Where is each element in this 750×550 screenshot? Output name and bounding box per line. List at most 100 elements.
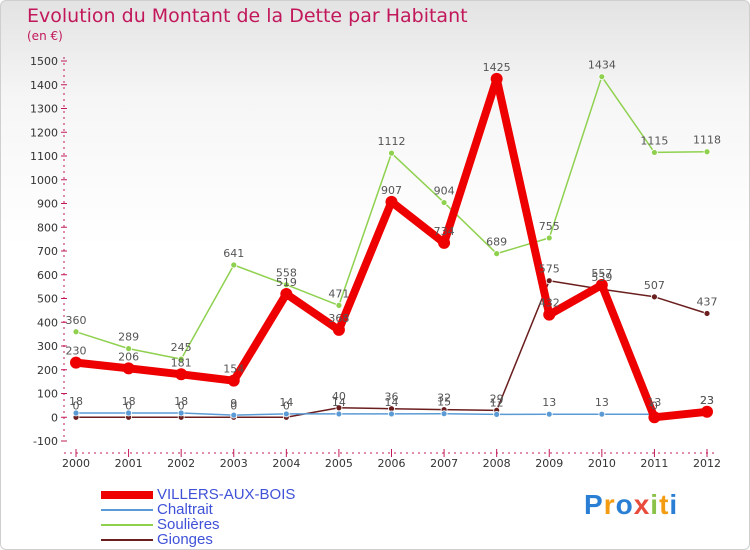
data-label: 14 — [279, 396, 293, 409]
data-label: 0 — [125, 399, 132, 412]
data-point — [703, 148, 711, 156]
legend-swatch — [101, 538, 153, 541]
data-point — [490, 72, 503, 85]
data-label: 557 — [591, 267, 612, 280]
data-point — [388, 149, 395, 157]
proxiti-logo: Proxiti — [584, 489, 678, 521]
data-label: 9 — [230, 397, 237, 410]
y-tick-label: -100 — [33, 435, 58, 448]
data-label: 14 — [385, 396, 399, 409]
x-tick-label: 2006 — [378, 457, 406, 470]
logo-letter: t — [659, 489, 670, 520]
y-tick-label: 400 — [37, 316, 58, 329]
data-point — [598, 410, 606, 418]
y-tick-label: 0 — [51, 411, 58, 424]
x-tick-label: 2008 — [483, 457, 511, 470]
data-label: 641 — [223, 247, 244, 260]
legend-label: Soulières — [157, 516, 220, 533]
unit-label: (en €) — [27, 29, 63, 43]
data-point — [280, 287, 293, 300]
x-tick-label: 2011 — [640, 457, 668, 470]
data-label: 1425 — [483, 61, 511, 74]
data-label: 575 — [539, 263, 560, 276]
x-tick-label: 2007 — [430, 457, 458, 470]
data-label: 1118 — [693, 134, 721, 147]
data-point — [125, 345, 132, 353]
data-point — [385, 195, 398, 208]
data-label: 181 — [171, 356, 192, 369]
legend-swatch — [101, 490, 153, 499]
y-tick-label: 1200 — [30, 126, 58, 139]
data-label: 18 — [122, 395, 136, 408]
data-label: 29 — [490, 392, 504, 405]
data-point — [440, 199, 448, 206]
logo-letter: i — [669, 489, 679, 520]
x-tick-label: 2004 — [272, 457, 300, 470]
data-label: 0 — [651, 399, 658, 412]
data-label: 15 — [437, 396, 451, 409]
data-label: 755 — [539, 220, 560, 233]
data-label: 13 — [595, 396, 609, 409]
legend-swatch — [101, 523, 153, 526]
y-tick-label: 600 — [37, 269, 58, 282]
data-label: 206 — [118, 350, 139, 363]
legend-item: Soulières — [101, 517, 295, 532]
data-label: 558 — [276, 267, 297, 280]
y-tick-label: 1500 — [30, 55, 58, 68]
data-label: 689 — [486, 236, 507, 249]
data-label: 734 — [434, 225, 455, 238]
data-point — [335, 410, 343, 418]
data-label: 36 — [385, 391, 399, 404]
data-point — [227, 374, 240, 387]
x-tick-label: 2009 — [535, 457, 563, 470]
data-label: 32 — [437, 392, 451, 405]
logo-letter: P — [584, 489, 604, 520]
data-point — [70, 356, 82, 369]
data-label: 360 — [66, 314, 87, 327]
data-label: 23 — [700, 394, 714, 407]
x-tick-label: 2003 — [220, 457, 248, 470]
legend: VILLERS-AUX-BOIS Chaltrait Soulières Gionge… — [101, 487, 295, 547]
legend-label: VILLERS-AUX-BOIS — [157, 486, 296, 503]
x-tick-label: 2010 — [588, 457, 616, 470]
data-label: 289 — [118, 331, 139, 344]
x-tick-label: 2000 — [62, 457, 90, 470]
data-point — [335, 301, 343, 309]
chart-title: Evolution du Montant de la Dette par Hab… — [27, 5, 468, 27]
data-label: 519 — [276, 276, 297, 289]
data-label: 18 — [174, 395, 188, 408]
data-point — [177, 355, 185, 363]
data-point — [438, 236, 451, 249]
y-tick-label: 300 — [37, 340, 58, 353]
data-label: 14 — [332, 396, 346, 409]
data-point — [651, 293, 658, 301]
data-label: 0 — [178, 399, 185, 412]
legend-item: Gionges — [101, 532, 295, 547]
x-tick-label: 2005 — [325, 457, 353, 470]
data-label: 230 — [66, 345, 87, 358]
data-point — [282, 281, 290, 289]
data-point — [545, 410, 553, 418]
data-label: 904 — [434, 185, 455, 198]
legend-item: Chaltrait — [101, 502, 295, 517]
data-point — [230, 261, 238, 269]
data-point — [598, 73, 606, 81]
y-tick-label: 1300 — [30, 103, 58, 116]
legend-label: Chaltrait — [157, 501, 213, 518]
y-tick-label: 1100 — [30, 150, 58, 163]
y-tick-label: 700 — [37, 245, 58, 258]
y-tick-label: 1000 — [30, 174, 58, 187]
data-point — [177, 409, 185, 417]
data-point — [545, 277, 553, 285]
data-point — [282, 410, 290, 418]
data-point — [125, 409, 132, 417]
data-label: 0 — [73, 399, 80, 412]
data-label: 154 — [223, 363, 244, 376]
data-point — [388, 410, 395, 418]
data-label: 907 — [381, 184, 402, 197]
data-label: 0 — [230, 399, 237, 412]
data-point — [651, 149, 658, 156]
data-point — [440, 410, 448, 418]
